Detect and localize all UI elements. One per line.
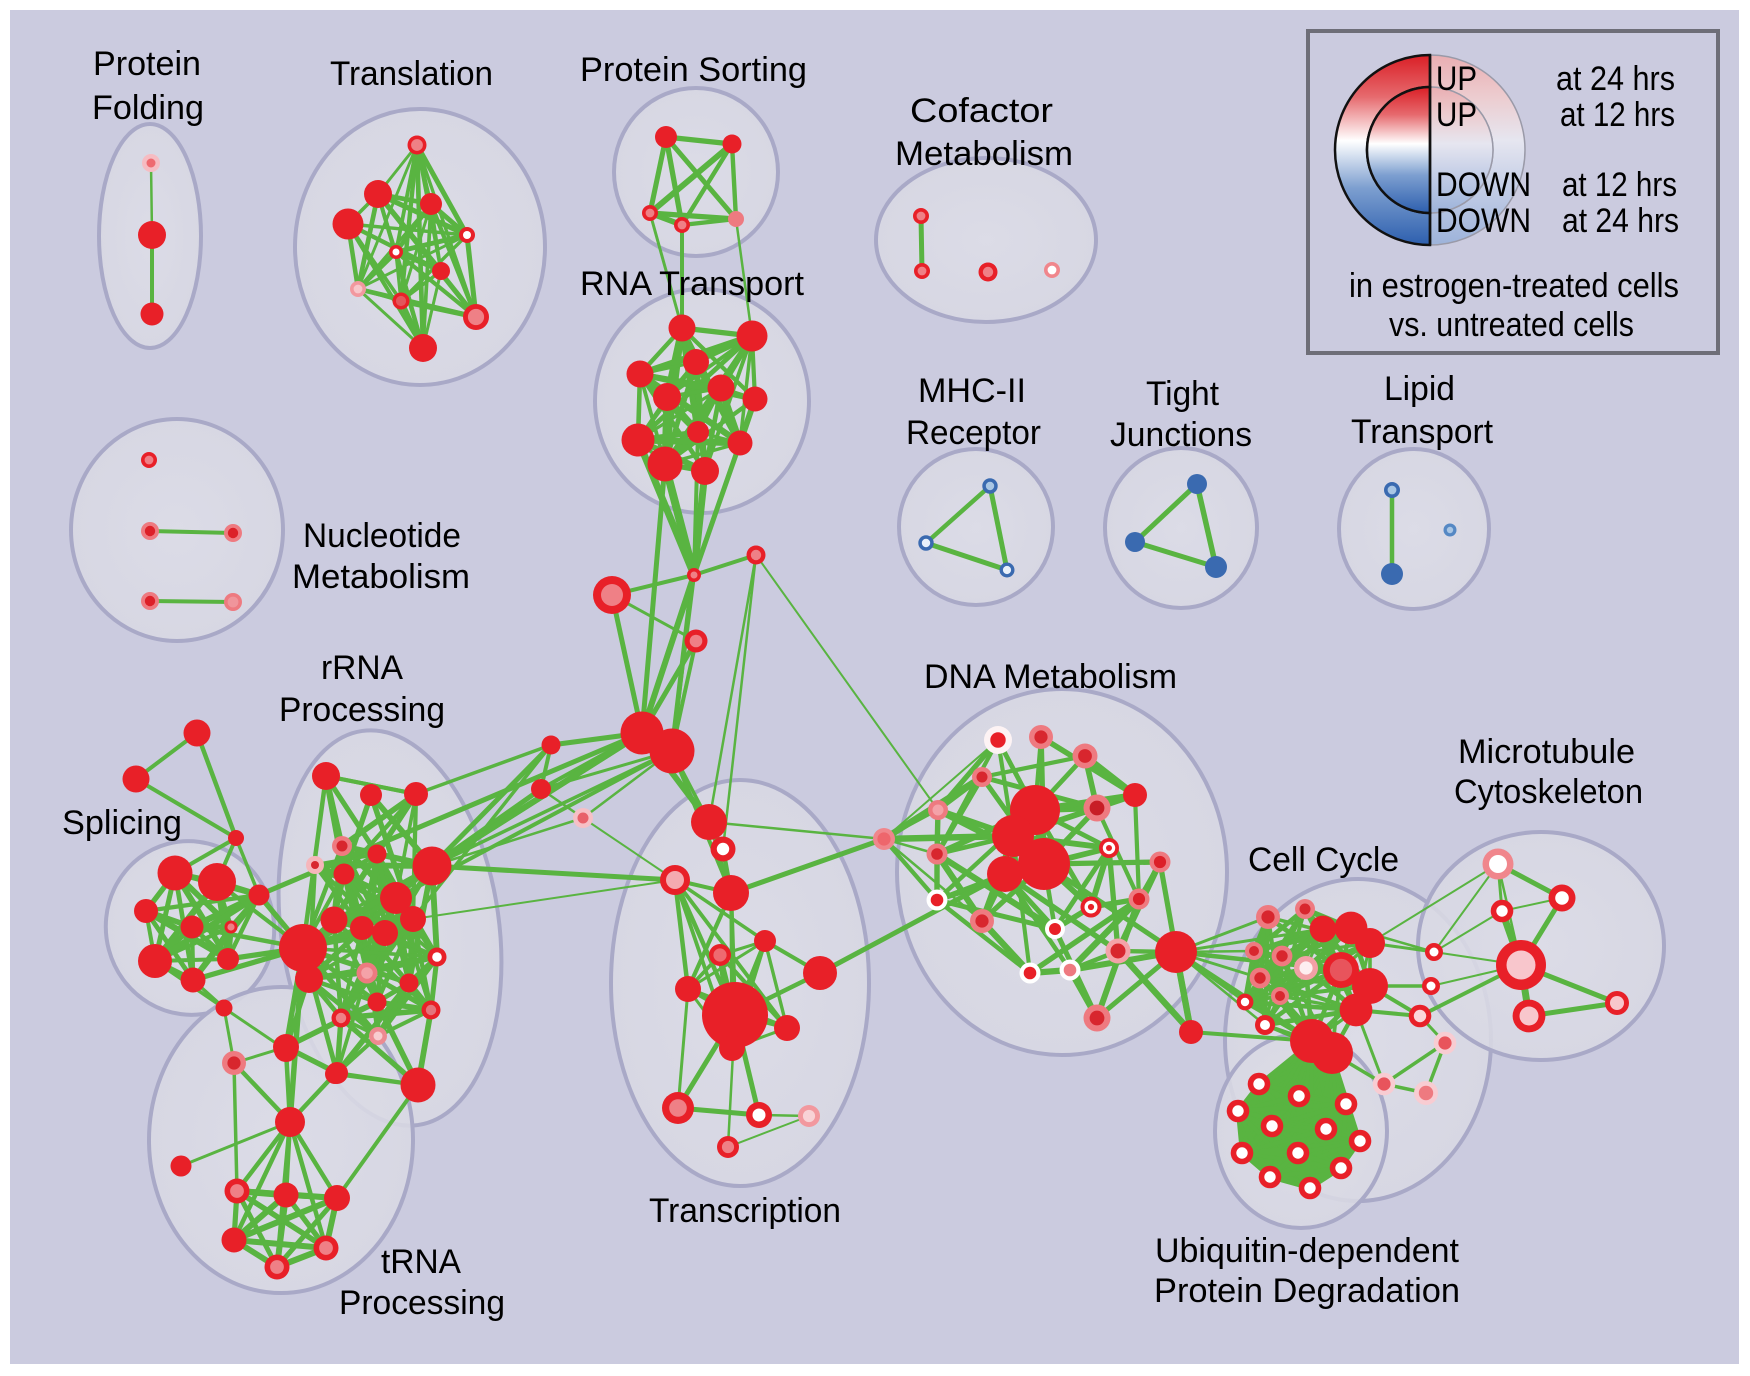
svg-text:Receptor: Receptor	[906, 414, 1041, 452]
svg-text:Tight: Tight	[1146, 375, 1220, 413]
svg-text:Translation: Translation	[330, 55, 493, 93]
svg-text:DOWN: DOWN	[1436, 202, 1531, 240]
svg-text:DOWN: DOWN	[1436, 166, 1531, 204]
svg-text:Lipid: Lipid	[1384, 370, 1455, 408]
svg-text:Nucleotide: Nucleotide	[303, 517, 461, 555]
svg-text:Junctions: Junctions	[1110, 416, 1252, 454]
svg-text:Transport: Transport	[1351, 413, 1494, 451]
svg-text:Splicing: Splicing	[62, 804, 182, 842]
svg-text:rRNA: rRNA	[321, 649, 403, 687]
svg-text:UP: UP	[1436, 96, 1477, 134]
svg-text:Transcription: Transcription	[649, 1192, 841, 1230]
svg-text:in estrogen-treated cells: in estrogen-treated cells	[1349, 267, 1679, 305]
svg-text:tRNA: tRNA	[381, 1243, 461, 1281]
svg-text:Protein Degradation: Protein Degradation	[1154, 1272, 1460, 1310]
svg-text:Protein: Protein	[93, 45, 201, 83]
svg-text:Metabolism: Metabolism	[895, 135, 1073, 173]
svg-text:at 24 hrs: at 24 hrs	[1562, 202, 1679, 240]
svg-text:Folding: Folding	[92, 89, 204, 127]
svg-text:Protein Sorting: Protein Sorting	[580, 51, 807, 89]
svg-text:Processing: Processing	[339, 1284, 505, 1322]
svg-text:Processing: Processing	[279, 691, 445, 729]
svg-text:UP: UP	[1436, 60, 1477, 98]
svg-text:vs. untreated cells: vs. untreated cells	[1389, 306, 1634, 344]
svg-text:Metabolism: Metabolism	[292, 558, 470, 596]
svg-text:RNA Transport: RNA Transport	[580, 265, 805, 303]
svg-text:Microtubule: Microtubule	[1458, 733, 1635, 771]
svg-text:Cytoskeleton: Cytoskeleton	[1454, 773, 1643, 811]
svg-text:at 24 hrs: at 24 hrs	[1556, 60, 1675, 98]
svg-text:at 12 hrs: at 12 hrs	[1560, 96, 1675, 134]
svg-text:DNA Metabolism: DNA Metabolism	[924, 658, 1177, 696]
svg-text:Cell Cycle: Cell Cycle	[1248, 841, 1399, 879]
svg-text:Cofactor: Cofactor	[910, 92, 1053, 130]
svg-text:Ubiquitin-dependent: Ubiquitin-dependent	[1155, 1232, 1460, 1270]
svg-text:at 12 hrs: at 12 hrs	[1562, 166, 1677, 204]
svg-text:MHC-II: MHC-II	[918, 372, 1026, 410]
